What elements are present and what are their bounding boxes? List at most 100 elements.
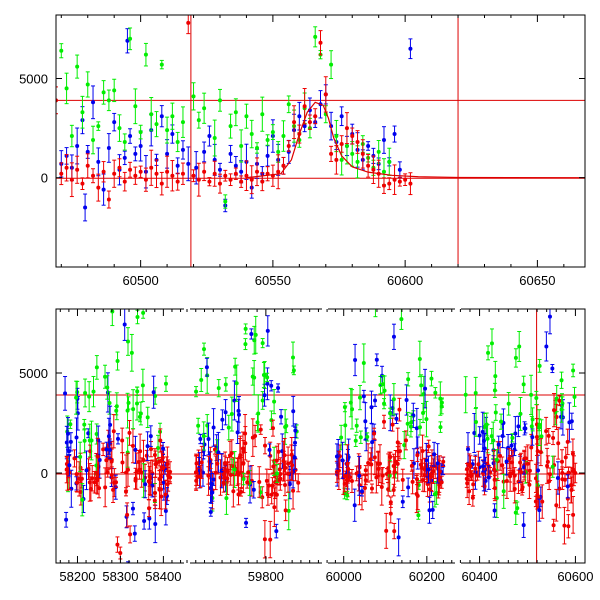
data-point [246,460,251,485]
data-point [163,375,168,392]
data-point [243,338,248,351]
data-point [421,402,426,424]
data-point [276,383,281,393]
data-point [426,455,431,484]
data-point [544,416,549,446]
data-point [399,309,404,330]
data-point [196,417,201,434]
data-point [106,89,111,112]
data-point [97,477,102,499]
data-point [334,443,339,470]
data-point [465,463,470,476]
data-point [366,443,371,483]
data-point [427,496,432,524]
data-point [537,409,542,446]
data-point [313,108,318,125]
data-point [207,125,212,147]
data-point [125,392,130,429]
data-point [415,448,420,463]
data-point [86,458,91,480]
data-point [391,483,396,497]
data-point [387,572,391,599]
data-point [380,466,385,485]
data-point [82,418,87,431]
data-point [566,514,571,539]
data-point [296,473,301,493]
data-point [128,525,133,544]
data-point [518,396,523,431]
data-point [85,71,90,98]
data-point [229,396,234,432]
data-point [186,15,191,35]
data-point [260,96,265,132]
data-point [281,156,286,175]
data-point [59,162,64,186]
data-point [408,415,413,438]
top-panel: 60500 60550 60600 60650 0 5000 [19,14,586,288]
x-tick-label: 59800 [248,569,284,584]
data-point [85,153,90,179]
data-point [175,131,180,153]
data-point [313,26,318,48]
data-point [132,525,137,542]
data-point [244,160,249,192]
data-point [403,430,408,451]
data-point [265,145,270,167]
data-point [154,159,159,189]
data-point [441,456,446,467]
data-point [537,498,542,522]
data-point [131,389,136,430]
data-point [369,483,374,494]
data-point [64,425,69,460]
data-point [496,435,501,454]
data-point [513,348,518,368]
data-point [122,150,127,166]
data-point [529,433,534,462]
data-point [350,141,355,167]
data-point [397,176,402,187]
data-point [128,161,133,178]
data-point [72,449,77,468]
data-point [96,173,101,202]
data-point [103,364,108,389]
data-point [286,446,291,481]
data-point [268,520,273,559]
data-point [486,465,491,490]
data-point [198,433,203,445]
data-point [112,159,117,188]
data-point [396,518,401,557]
data-point [111,414,116,449]
data-point [272,487,277,528]
data-point [261,362,266,389]
data-point [512,474,517,504]
data-point [114,476,119,488]
data-point [91,375,96,408]
data-point [263,436,268,455]
data-point [117,158,122,178]
data-point [80,95,85,129]
data-point [432,441,437,467]
data-point [228,173,233,187]
data-point [572,386,577,407]
data-point [534,390,539,406]
data-point [281,120,286,152]
data-point [566,466,571,479]
data-point [375,451,380,476]
data-point [292,445,297,470]
data-point [349,468,354,493]
data-point [101,80,106,105]
data-point [354,465,359,482]
data-point [533,463,538,493]
data-point [170,102,175,130]
data-point [161,441,166,455]
data-point [353,434,358,447]
data-point [506,392,511,416]
data-point [279,409,284,425]
data-point [126,396,131,410]
data-point [180,106,185,138]
data-point [91,168,96,184]
data-point [544,331,549,362]
data-point [499,413,504,430]
data-point [414,407,419,449]
data-point [145,406,150,429]
